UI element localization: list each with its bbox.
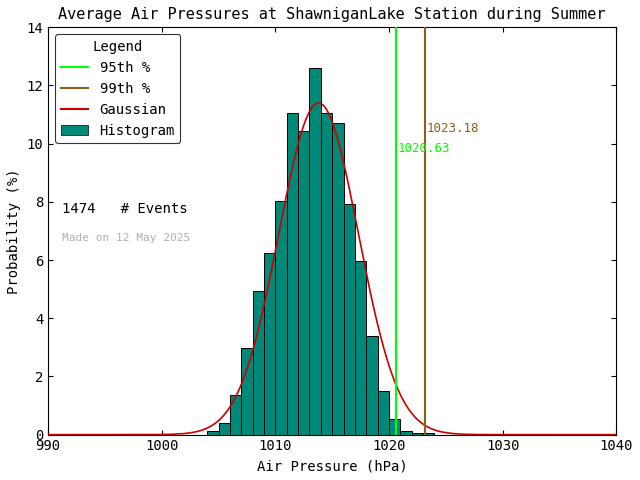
Text: 1023.18: 1023.18 [427,122,479,135]
Bar [310,68,321,434]
Bar [389,419,401,434]
Bar [412,432,423,434]
Bar [264,253,275,434]
Bar [253,290,264,434]
Bar [344,204,355,434]
Bar [298,131,310,434]
Bar [401,431,412,434]
Bar [275,201,287,434]
Bar [207,431,219,434]
Bar [423,432,435,434]
Bar [287,113,298,434]
Text: Made on 12 May 2025: Made on 12 May 2025 [62,233,191,243]
Bar [332,123,344,434]
Y-axis label: Probability (%): Probability (%) [7,168,21,294]
Bar [366,336,378,434]
Bar [321,113,332,434]
Bar [230,395,241,434]
Bar [241,348,253,434]
Text: 1474   # Events: 1474 # Events [62,202,188,216]
Bar [378,391,389,434]
X-axis label: Air Pressure (hPa): Air Pressure (hPa) [257,459,408,473]
Legend: 95th %, 99th %, Gaussian, Histogram: 95th %, 99th %, Gaussian, Histogram [55,34,180,143]
Text: 1020.63: 1020.63 [398,143,451,156]
Bar [355,261,366,434]
Title: Average Air Pressures at ShawniganLake Station during Summer: Average Air Pressures at ShawniganLake S… [58,7,606,22]
Bar [219,423,230,434]
